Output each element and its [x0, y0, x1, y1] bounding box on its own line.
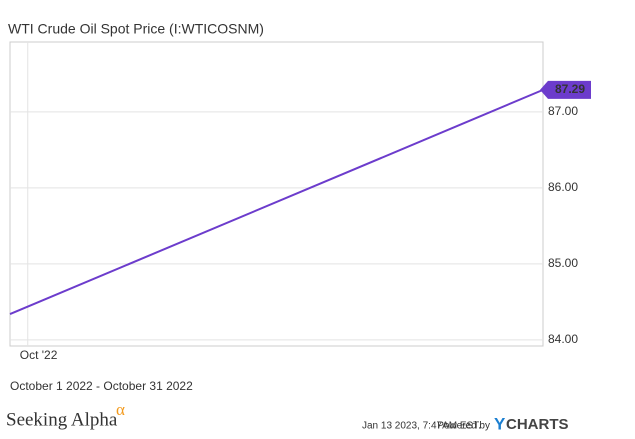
date-range: October 1 2022 - October 31 2022	[10, 379, 193, 393]
chart-title: WTI Crude Oil Spot Price (I:WTICOSNM)	[8, 21, 264, 37]
y-tick-label: 87.00	[548, 104, 578, 118]
brand-mark: α	[116, 400, 125, 419]
value-badge	[540, 80, 591, 99]
value-label: 87.29	[555, 82, 585, 96]
y-tick-label: 85.00	[548, 256, 578, 270]
powered-by: Powered by	[437, 421, 490, 432]
plot-frame	[9, 41, 544, 347]
x-tick-label: Oct '22	[20, 348, 58, 362]
line	[9, 88, 544, 316]
y-tick-label: 86.00	[548, 180, 578, 194]
brand: Seeking Alpha	[6, 409, 118, 430]
provider-y: Y	[494, 414, 506, 433]
y-tick-label: 84.00	[548, 332, 578, 346]
provider: CHARTS	[506, 416, 569, 433]
timestamp: Jan 13 2023, 7:47AM EST.	[362, 421, 481, 432]
